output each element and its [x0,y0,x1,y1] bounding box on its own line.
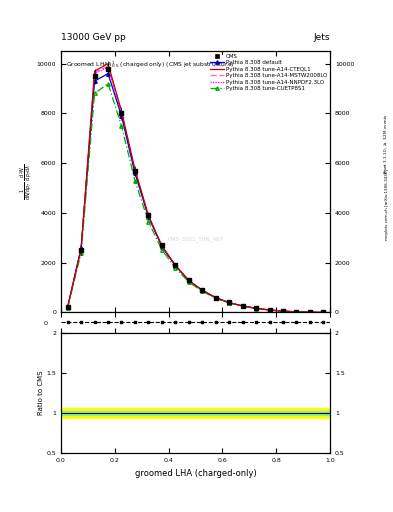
Point [307,318,313,327]
Point [239,318,246,327]
Point [253,318,259,327]
Point [78,318,84,327]
Point [280,318,286,327]
Text: Rivet 3.1.10, $\geq$ 3.2M events: Rivet 3.1.10, $\geq$ 3.2M events [382,113,389,174]
X-axis label: groomed LHA (charged-only): groomed LHA (charged-only) [135,468,256,478]
Y-axis label: 0: 0 [45,321,50,325]
Point [159,318,165,327]
Point [172,318,178,327]
Point [145,318,152,327]
Text: Groomed LHA$\lambda^{1}_{0.5}$ (charged only) (CMS jet substructure): Groomed LHA$\lambda^{1}_{0.5}$ (charged … [66,59,235,70]
Text: CMS_2021_THN_467: CMS_2021_THN_467 [167,237,224,242]
Point [92,318,98,327]
Text: 13000 GeV pp: 13000 GeV pp [61,33,126,42]
Point [226,318,232,327]
Point [213,318,219,327]
Point [64,318,71,327]
Point [132,318,138,327]
Point [320,318,327,327]
Text: mcplots.cern.ch [arXiv:1306.3436]: mcplots.cern.ch [arXiv:1306.3436] [385,169,389,240]
Legend: CMS, Pythia 8.308 default, Pythia 8.308 tune-A14-CTEQL1, Pythia 8.308 tune-A14-M: CMS, Pythia 8.308 default, Pythia 8.308 … [209,53,329,92]
Point [266,318,273,327]
Point [293,318,299,327]
Y-axis label: $\frac{1}{\mathrm{d}N/\mathrm{d}p_T}$ $\frac{\mathrm{d}^2N}{\mathrm{d}p_T \mathr: $\frac{1}{\mathrm{d}N/\mathrm{d}p_T}$ $\… [19,164,35,200]
Point [199,318,206,327]
Point [118,318,125,327]
Point [105,318,111,327]
Y-axis label: Ratio to CMS: Ratio to CMS [37,371,44,415]
Text: Jets: Jets [314,33,330,42]
Point [185,318,192,327]
